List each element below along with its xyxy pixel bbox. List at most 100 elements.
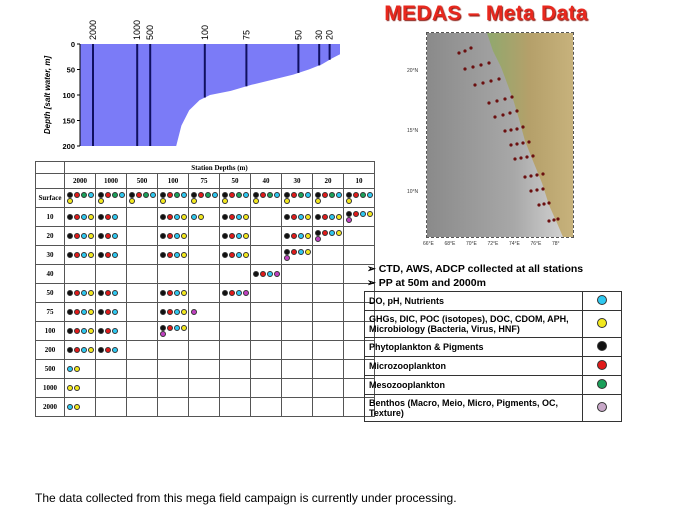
- y-tick-label: 50: [67, 66, 75, 75]
- table-cell: [95, 321, 127, 341]
- sample-dot: [181, 214, 187, 220]
- table-cell: [64, 283, 96, 303]
- map-station-marker: [531, 154, 535, 158]
- sample-dot: [336, 192, 342, 198]
- sample-dot: [274, 271, 280, 277]
- table-row: 2000: [35, 397, 375, 417]
- sample-dot: [98, 290, 104, 296]
- sample-dot: [322, 230, 328, 236]
- sample-dot: [81, 309, 87, 315]
- latitude-label: 20°N: [407, 68, 419, 74]
- map-station-marker: [489, 79, 493, 83]
- sample-dot: [98, 192, 104, 198]
- sample-dot: [222, 198, 228, 204]
- table-cell: [312, 378, 344, 398]
- sample-dot: [67, 366, 73, 372]
- sample-dot: [267, 192, 273, 198]
- sample-dot: [291, 214, 297, 220]
- sample-dot: [74, 347, 80, 353]
- table-row: 200: [35, 340, 375, 360]
- sample-dot: [291, 192, 297, 198]
- sample-dot: [67, 233, 73, 239]
- table-cell: [64, 188, 96, 208]
- table-cell: [157, 264, 189, 284]
- sample-dot: [329, 192, 335, 198]
- table-cell: [343, 188, 375, 208]
- station-label: 2000: [88, 20, 98, 40]
- sample-dot: [367, 211, 373, 217]
- sample-dot: [336, 214, 342, 220]
- sample-dot: [236, 233, 242, 239]
- table-row: 75: [35, 302, 375, 322]
- y-tick-label: 200: [62, 142, 75, 151]
- sample-dot: [360, 192, 366, 198]
- sample-dot: [67, 192, 73, 198]
- table-cell: [312, 359, 344, 379]
- table-cell: [64, 264, 96, 284]
- table-cell: [343, 207, 375, 227]
- station-label: 30: [314, 30, 324, 40]
- sample-dot: [222, 214, 228, 220]
- map-station-marker: [537, 203, 541, 207]
- sample-dot: [305, 214, 311, 220]
- sample-dot: [67, 328, 73, 334]
- table-cell: [219, 302, 251, 322]
- sample-dot: [81, 214, 87, 220]
- sample-dot: [88, 233, 94, 239]
- sample-dot: [129, 198, 135, 204]
- table-cell: [281, 359, 313, 379]
- map-station-marker: [479, 63, 483, 67]
- sample-dot: [167, 325, 173, 331]
- sample-dot: [284, 255, 290, 261]
- sample-dot: [346, 198, 352, 204]
- sample-dot: [181, 325, 187, 331]
- map-station-marker: [495, 99, 499, 103]
- map-station-marker: [552, 218, 556, 222]
- sample-dot: [222, 233, 228, 239]
- table-cell: [95, 207, 127, 227]
- table-cell: [281, 321, 313, 341]
- sample-dot: [322, 214, 328, 220]
- legend-dot: [597, 379, 607, 389]
- sample-dot: [81, 192, 87, 198]
- legend-row: DO, pH, Nutrients: [364, 291, 622, 311]
- table-cell: [343, 226, 375, 246]
- sample-dot: [67, 309, 73, 315]
- sample-dot: [291, 233, 297, 239]
- sample-dot: [198, 192, 204, 198]
- legend-row: Microzooplankton: [364, 356, 622, 376]
- map-station-marker: [487, 101, 491, 105]
- sample-dot: [105, 192, 111, 198]
- sample-dot: [243, 192, 249, 198]
- note-ctd: ➢ CTD, AWS, ADCP collected at all statio…: [367, 263, 584, 275]
- station-map: [426, 32, 574, 238]
- sample-dot: [267, 271, 273, 277]
- sample-dot: [174, 192, 180, 198]
- table-cell: [95, 378, 127, 398]
- table-row: Surface: [35, 188, 375, 208]
- table-cell: [219, 245, 251, 265]
- sample-dot: [291, 249, 297, 255]
- table-cell: [281, 226, 313, 246]
- sample-dot: [236, 252, 242, 258]
- sample-dot: [74, 328, 80, 334]
- row-label: 20: [35, 226, 65, 246]
- map-station-marker: [529, 174, 533, 178]
- map-station-marker: [541, 172, 545, 176]
- map-station-marker: [509, 143, 513, 147]
- column-header: 30: [281, 173, 313, 189]
- column-header: 1000: [95, 173, 127, 189]
- sample-dot: [367, 192, 373, 198]
- sample-dot: [74, 233, 80, 239]
- footer-note: The data collected from this mega field …: [35, 491, 457, 505]
- row-label: 75: [35, 302, 65, 322]
- depth-profile-chart: 2000 1000 500 100 75 50 30 20050100150200Depth …: [43, 20, 340, 151]
- table-cell: [64, 321, 96, 341]
- map-station-marker: [471, 65, 475, 69]
- column-header: 75: [188, 173, 220, 189]
- table-cell: [157, 302, 189, 322]
- sample-dot: [260, 271, 266, 277]
- y-tick-label: 0: [71, 40, 75, 49]
- sample-dot: [112, 192, 118, 198]
- map-image: [427, 33, 573, 237]
